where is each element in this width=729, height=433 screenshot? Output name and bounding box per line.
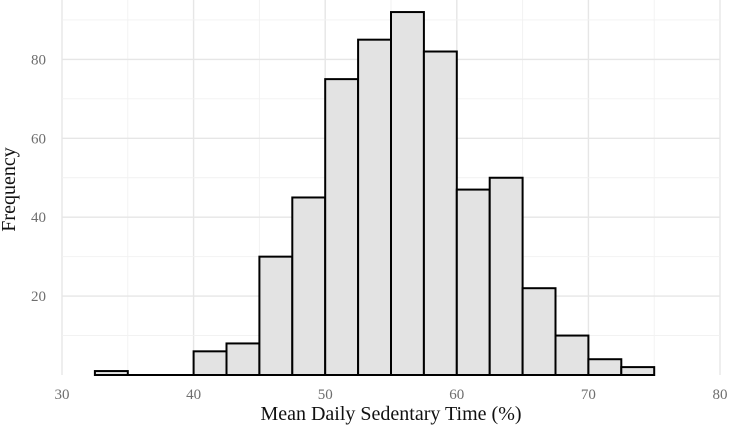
x-tick-label: 60 [449,387,464,403]
histogram-bar [488,176,524,376]
y-tick-label: 40 [31,210,46,226]
histogram-bar [324,78,360,376]
x-tick-label: 50 [318,387,333,403]
histogram-bar [291,196,327,376]
histogram-bar [620,366,656,376]
x-axis-title: Mean Daily Sedentary Time (%) [260,403,521,425]
bars-layer [93,11,656,377]
histogram-bar [390,11,425,377]
histogram-bar [455,188,491,376]
x-tick-label: 80 [713,387,728,403]
y-axis-title: Frequency [0,147,20,231]
histogram-bar [587,358,623,377]
histogram-bar [225,342,261,377]
x-tick-label: 40 [186,387,201,403]
histogram-bar [192,350,228,376]
histogram-bar [521,287,557,376]
y-tick-label: 60 [31,131,46,147]
x-tick-label: 30 [55,387,70,403]
histogram-bar [554,334,590,376]
histogram-bar [357,38,393,377]
histogram-bar [258,255,294,376]
histogram-bar [422,50,458,376]
y-tick-label: 20 [31,289,46,305]
x-tick-label: 70 [581,387,596,403]
tick-labels: 30 40 50 60 70 80 20 40 60 80 [31,52,728,403]
y-tick-label: 80 [31,52,46,68]
